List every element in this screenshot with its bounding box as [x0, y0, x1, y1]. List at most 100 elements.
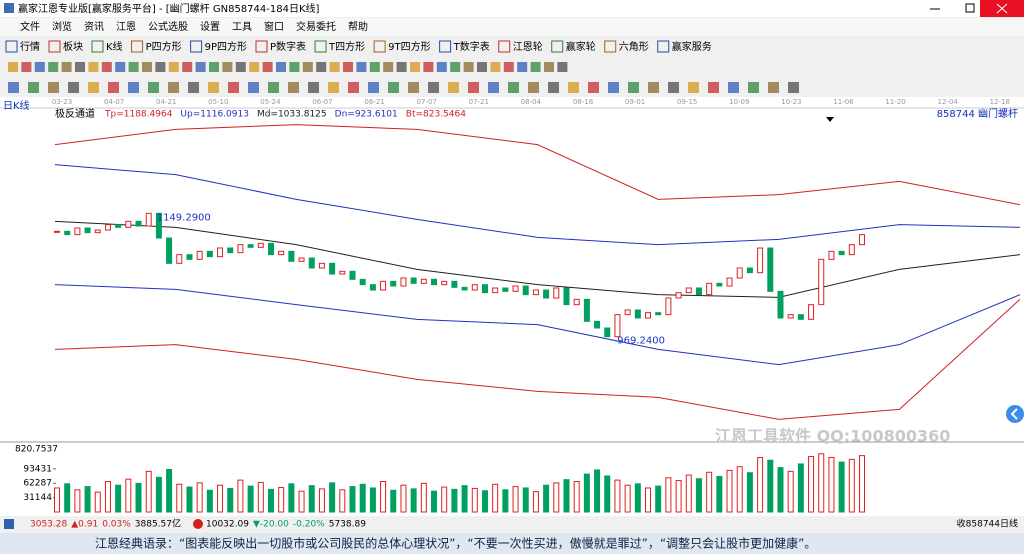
tool-icon[interactable]: [648, 82, 659, 93]
tool-icon[interactable]: [148, 82, 159, 93]
tool-icon[interactable]: [108, 82, 119, 93]
toolbar-icon[interactable]: [551, 40, 564, 53]
toolbar-button[interactable]: T数字表: [453, 40, 490, 53]
toolbar-icon[interactable]: [131, 40, 144, 53]
tool-icon[interactable]: [222, 62, 233, 72]
toolbar-icon[interactable]: [5, 40, 18, 53]
toolbar-button[interactable]: 六角形: [619, 41, 649, 53]
tool-icon[interactable]: [142, 62, 152, 72]
toolbar-icon[interactable]: [48, 40, 61, 53]
tool-icon[interactable]: [428, 82, 439, 93]
menu-item[interactable]: 浏览: [52, 20, 72, 33]
tool-icon[interactable]: [115, 62, 126, 72]
toolbar-icon[interactable]: [498, 40, 511, 53]
tool-icon[interactable]: [249, 62, 260, 72]
tool-icon[interactable]: [383, 62, 394, 72]
tool-icon[interactable]: [188, 82, 199, 93]
window-buttons[interactable]: [930, 0, 1024, 17]
tool-icon[interactable]: [288, 82, 299, 93]
dropdown-arrow[interactable]: [826, 117, 834, 122]
toolbar-button[interactable]: K线: [106, 40, 123, 53]
tool-icon[interactable]: [463, 62, 474, 72]
tool-icon[interactable]: [128, 62, 139, 72]
tool-icon[interactable]: [668, 82, 679, 93]
tool-icon[interactable]: [517, 62, 528, 72]
tool-icon[interactable]: [369, 62, 380, 72]
tool-icon[interactable]: [388, 82, 399, 93]
toolbar-button[interactable]: T四方形: [328, 40, 365, 53]
tool-icon[interactable]: [788, 82, 799, 93]
tool-icon[interactable]: [262, 62, 273, 72]
tool-icon[interactable]: [436, 62, 447, 72]
menu-item[interactable]: 设置: [200, 21, 220, 33]
menu-item[interactable]: 帮助: [348, 20, 368, 33]
tool-icon[interactable]: [503, 62, 514, 72]
menu-item[interactable]: 资讯: [84, 21, 104, 33]
side-button[interactable]: [1006, 405, 1024, 423]
tool-icon[interactable]: [28, 82, 39, 93]
tool-icon[interactable]: [528, 82, 539, 93]
tool-icon[interactable]: [748, 82, 759, 93]
menu-item[interactable]: 工具: [232, 21, 252, 33]
tool-icon[interactable]: [182, 62, 193, 72]
tool-icon[interactable]: [530, 62, 541, 72]
menu-item[interactable]: 文件: [20, 20, 40, 33]
toolbar-button[interactable]: 赢家轮: [566, 40, 596, 53]
tool-icon[interactable]: [235, 62, 246, 72]
toolbar-button[interactable]: P四方形: [146, 40, 182, 53]
toolbar-button[interactable]: 行情: [20, 40, 40, 53]
tool-icon[interactable]: [128, 82, 139, 93]
tool-icon[interactable]: [568, 82, 579, 93]
tool-icon[interactable]: [248, 82, 259, 93]
tool-icon[interactable]: [557, 62, 568, 72]
tool-icon[interactable]: [448, 82, 459, 93]
tool-icon[interactable]: [728, 82, 739, 93]
tool-icon[interactable]: [8, 82, 19, 93]
tool-icon[interactable]: [208, 82, 219, 93]
tool-icon[interactable]: [209, 62, 219, 72]
toolbar-icon[interactable]: [604, 40, 617, 53]
tool-icon[interactable]: [316, 62, 327, 72]
tool-icon[interactable]: [450, 62, 461, 72]
toolbar-button[interactable]: 赢家服务: [672, 40, 712, 53]
tool-icon[interactable]: [8, 62, 18, 72]
tool-icon[interactable]: [61, 62, 72, 72]
menu-item[interactable]: 窗口: [264, 20, 284, 33]
tool-icon[interactable]: [289, 62, 300, 72]
tool-icon[interactable]: [75, 62, 85, 72]
tool-icon[interactable]: [768, 82, 779, 93]
tool-icon[interactable]: [268, 82, 279, 93]
tool-icon[interactable]: [368, 82, 379, 93]
tool-icon[interactable]: [48, 82, 59, 93]
toolbar-icon[interactable]: [373, 40, 386, 53]
tool-icon[interactable]: [48, 62, 59, 72]
tool-icon[interactable]: [688, 82, 699, 93]
tool-icon[interactable]: [302, 62, 313, 72]
toolbar-icon[interactable]: [91, 40, 104, 53]
tool-icon[interactable]: [608, 82, 619, 93]
tool-icon[interactable]: [343, 62, 353, 72]
tool-icon[interactable]: [88, 82, 99, 93]
toolbar-icon[interactable]: [255, 40, 268, 53]
tool-icon[interactable]: [628, 82, 639, 93]
tool-icon[interactable]: [101, 62, 112, 72]
tool-icon[interactable]: [708, 82, 719, 93]
tool-icon[interactable]: [308, 82, 319, 93]
tool-icon[interactable]: [21, 62, 32, 72]
tool-icon[interactable]: [276, 62, 286, 72]
tool-icon[interactable]: [168, 62, 179, 72]
tool-icon[interactable]: [408, 82, 419, 93]
tool-icon[interactable]: [356, 62, 367, 72]
tool-icon[interactable]: [68, 82, 79, 93]
tool-icon[interactable]: [477, 62, 487, 72]
tool-icon[interactable]: [508, 82, 519, 93]
tool-icon[interactable]: [228, 82, 239, 93]
menu-item[interactable]: 江恩: [116, 21, 136, 33]
tool-icon[interactable]: [348, 82, 359, 93]
tool-icon[interactable]: [410, 62, 420, 72]
tool-icon[interactable]: [168, 82, 179, 93]
tool-icon[interactable]: [155, 62, 166, 72]
tool-icon[interactable]: [490, 62, 501, 72]
toolbar-icon[interactable]: [439, 40, 452, 53]
tool-icon[interactable]: [488, 82, 499, 93]
